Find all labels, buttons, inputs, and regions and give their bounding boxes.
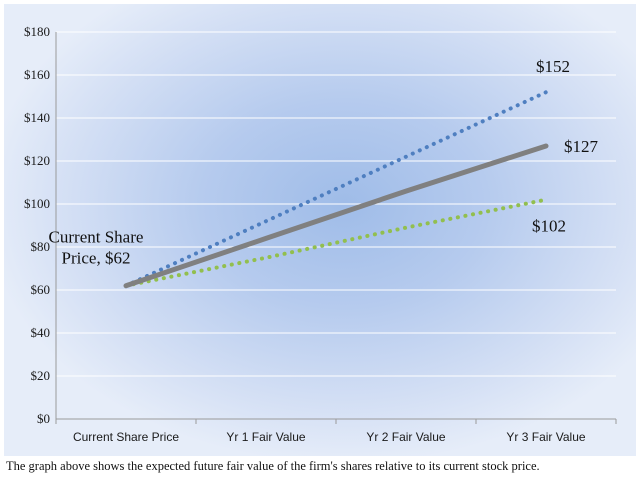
series-line: [123, 143, 549, 289]
y-tick-label: $100: [24, 196, 50, 211]
y-tick-label: $40: [31, 325, 51, 340]
series-line: [124, 197, 548, 288]
line-chart: $0 $20 $40 $60 $80 $100 $120 $140 $160 $180 Curren…: [24, 24, 617, 444]
y-tick-label: $20: [31, 368, 51, 383]
x-tick-label: Yr 2 Fair Value: [366, 430, 445, 444]
x-tick-label: Current Share Price: [73, 430, 179, 444]
end-value-label: $102: [532, 217, 566, 236]
end-value-label: $152: [536, 57, 570, 76]
y-tick-label: $180: [24, 24, 50, 39]
x-tick-label: Yr 1 Fair Value: [226, 430, 305, 444]
y-tick-label: $120: [24, 153, 50, 168]
series-line: [124, 90, 548, 288]
start-value-label-line: Price, $62: [62, 249, 131, 268]
chart-area: $0 $20 $40 $60 $80 $100 $120 $140 $160 $180 Curren…: [4, 4, 636, 456]
y-tick-label: $0: [37, 411, 50, 426]
y-tick-label: $60: [31, 282, 51, 297]
end-value-label: $127: [564, 137, 599, 156]
start-value-label-line: Current Share: [49, 228, 144, 247]
y-tick-label: $160: [24, 67, 50, 82]
x-tick-label: Yr 3 Fair Value: [506, 430, 585, 444]
start-value-label: Current Share Price, $62: [49, 228, 144, 268]
y-tick-label: $80: [31, 239, 51, 254]
y-tick-label: $140: [24, 110, 50, 125]
chart-caption: The graph above shows the expected futur…: [6, 459, 540, 473]
